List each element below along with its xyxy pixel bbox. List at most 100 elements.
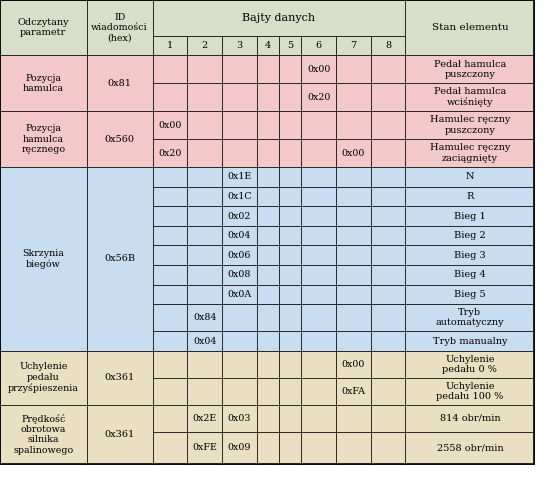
Text: Uchylenie
pedału
przyśpieszenia: Uchylenie pedału przyśpieszenia	[8, 363, 79, 393]
Bar	[279, 331, 301, 351]
Bar	[257, 206, 279, 226]
Bar	[257, 351, 279, 378]
Bar	[187, 245, 222, 265]
Text: Uchylenie
pedału 100 %: Uchylenie pedału 100 %	[436, 382, 504, 401]
Bar	[301, 206, 336, 226]
Text: 4: 4	[264, 41, 271, 50]
Bar	[405, 0, 534, 55]
Bar	[336, 405, 371, 432]
Text: 0x09: 0x09	[228, 443, 251, 452]
Bar	[153, 378, 187, 405]
Bar	[87, 0, 153, 55]
Bar	[279, 378, 301, 405]
Bar	[279, 405, 301, 432]
Text: 1: 1	[167, 41, 173, 50]
Bar	[336, 351, 371, 378]
Bar	[336, 83, 371, 111]
Bar	[301, 405, 336, 432]
Bar	[301, 226, 336, 245]
Bar	[279, 111, 301, 139]
Bar	[222, 304, 257, 331]
Bar	[371, 226, 405, 245]
Bar	[257, 55, 279, 83]
Bar	[153, 285, 187, 304]
Bar	[301, 378, 336, 405]
Bar	[222, 83, 257, 111]
Bar	[153, 111, 187, 139]
Bar	[336, 36, 371, 55]
Bar	[301, 285, 336, 304]
Text: 0x1E: 0x1E	[227, 172, 252, 181]
Bar	[405, 304, 534, 331]
Text: 0x81: 0x81	[108, 79, 131, 88]
Text: N: N	[466, 172, 474, 181]
Bar	[371, 245, 405, 265]
Bar	[187, 226, 222, 245]
Bar	[279, 55, 301, 83]
Bar	[301, 351, 336, 378]
Bar	[336, 378, 371, 405]
Bar	[279, 206, 301, 226]
Bar	[371, 405, 405, 432]
Bar	[87, 351, 153, 405]
Bar	[279, 432, 301, 464]
Text: 0x20: 0x20	[158, 148, 182, 158]
Text: 0x08: 0x08	[228, 270, 251, 279]
Bar	[222, 351, 257, 378]
Bar	[257, 167, 279, 187]
Bar	[279, 187, 301, 206]
Text: R: R	[466, 192, 473, 201]
Bar	[336, 167, 371, 187]
Bar	[153, 206, 187, 226]
Bar	[153, 226, 187, 245]
Bar	[222, 187, 257, 206]
Text: Pedał hamulca
puszczony: Pedał hamulca puszczony	[434, 60, 506, 79]
Bar	[336, 187, 371, 206]
Bar	[405, 285, 534, 304]
Bar	[336, 285, 371, 304]
Bar	[153, 55, 187, 83]
Text: 0x361: 0x361	[105, 430, 135, 439]
Bar	[0, 0, 87, 55]
Bar	[371, 139, 405, 167]
Bar	[257, 405, 279, 432]
Bar	[187, 304, 222, 331]
Text: Bieg 3: Bieg 3	[454, 251, 486, 260]
Bar	[87, 55, 153, 111]
Bar	[187, 285, 222, 304]
Bar	[187, 111, 222, 139]
Bar	[257, 378, 279, 405]
Bar	[153, 351, 187, 378]
Bar	[279, 351, 301, 378]
Bar	[222, 265, 257, 285]
Bar	[301, 55, 336, 83]
Text: 0x0A: 0x0A	[227, 290, 252, 299]
Bar	[279, 285, 301, 304]
Bar	[187, 167, 222, 187]
Bar	[222, 226, 257, 245]
Bar	[222, 55, 257, 83]
Bar	[279, 139, 301, 167]
Bar	[405, 245, 534, 265]
Bar	[187, 36, 222, 55]
Bar	[257, 265, 279, 285]
Bar	[301, 83, 336, 111]
Bar	[371, 36, 405, 55]
Text: 0x03: 0x03	[228, 414, 251, 423]
Bar	[301, 432, 336, 464]
Bar	[87, 405, 153, 464]
Text: Prędkość
obrotowa
silnika
spalinowego: Prędkość obrotowa silnika spalinowego	[13, 414, 73, 455]
Bar	[405, 378, 534, 405]
Bar	[279, 36, 301, 55]
Bar	[279, 245, 301, 265]
Bar	[87, 111, 153, 167]
Bar	[222, 139, 257, 167]
Text: Bieg 2: Bieg 2	[454, 231, 486, 240]
Bar	[405, 139, 534, 167]
Bar	[371, 206, 405, 226]
Bar	[405, 351, 534, 378]
Text: 0x00: 0x00	[342, 148, 365, 158]
Text: 0x20: 0x20	[307, 93, 330, 102]
Text: 0x04: 0x04	[228, 231, 251, 240]
Bar	[405, 405, 534, 432]
